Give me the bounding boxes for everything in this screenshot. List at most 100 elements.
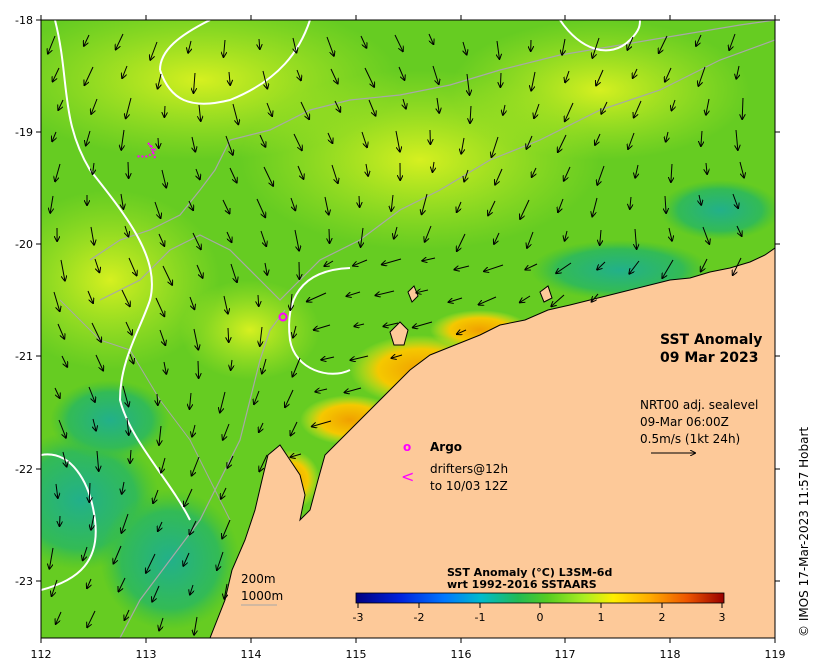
current-vector-arrow <box>564 166 571 181</box>
current-vector-arrow <box>736 129 738 150</box>
current-vector-arrow <box>127 417 129 435</box>
drifter-legend-label: drifters@12h <box>430 462 508 476</box>
current-vector-arrow <box>297 69 301 80</box>
current-vector-arrow <box>229 167 237 183</box>
current-vector-arrow <box>159 329 165 345</box>
colorbar-tick-label: 0 <box>537 611 544 624</box>
current-vector-arrow <box>526 135 533 149</box>
current-vector-arrow <box>190 520 197 535</box>
current-vector-arrow <box>300 101 309 119</box>
current-vector-arrow <box>592 293 599 302</box>
current-vector-arrow <box>669 227 672 241</box>
current-vector-arrow <box>391 194 393 211</box>
ssh-contour <box>288 267 351 375</box>
drifter-legend-period: to 10/03 12Z <box>430 479 508 493</box>
current-vector-arrow <box>736 225 742 236</box>
colorbar-tick-label: 3 <box>719 611 726 624</box>
current-vector-arrow <box>91 226 94 245</box>
current-vector-arrow <box>263 166 273 186</box>
current-vector-arrow <box>294 229 299 251</box>
current-vector-arrow <box>224 39 226 57</box>
current-vector-arrow <box>565 102 574 121</box>
current-vector-arrow <box>532 167 536 177</box>
current-vector-arrow <box>50 195 53 213</box>
current-vector-arrow <box>467 73 470 95</box>
current-vector-arrow <box>114 545 122 564</box>
x-axis: 112 113 114 115 116 117 118 119 <box>31 15 786 661</box>
current-vector-arrow <box>290 197 295 210</box>
map-field <box>41 20 775 638</box>
current-vector-arrow <box>121 193 123 209</box>
current-scale-label: 0.5m/s (1kt 24h) <box>640 432 740 446</box>
current-vector-arrow <box>437 97 439 113</box>
current-vector-arrow <box>91 322 101 342</box>
current-vector-arrow <box>121 129 124 150</box>
current-vector-arrow <box>159 617 164 630</box>
x-tick-label: 114 <box>241 648 262 661</box>
colorbar-subtitle: wrt 1992-2016 SSTAARS <box>447 578 597 591</box>
y-tick-label: -20 <box>15 238 33 251</box>
current-vector-arrow <box>158 521 162 531</box>
current-vector-arrow <box>394 34 403 51</box>
current-vector-arrow <box>228 327 229 342</box>
current-vector-arrow <box>732 193 738 208</box>
current-vector-arrow <box>293 133 302 150</box>
current-vector-arrow <box>329 228 330 243</box>
current-vector-arrow <box>130 449 131 463</box>
current-vector-arrow <box>293 37 296 53</box>
current-vector-arrow <box>158 137 159 148</box>
current-vector-arrow <box>314 324 331 330</box>
x-tick-label: 119 <box>765 648 786 661</box>
current-vector-arrow <box>222 519 231 538</box>
current-vector-arrow <box>154 201 161 218</box>
current-vector-arrow <box>492 136 499 157</box>
x-tick-label: 115 <box>346 648 367 661</box>
current-vector-arrow <box>57 323 64 339</box>
current-vector-arrow <box>558 198 564 212</box>
ssh-contour <box>159 20 311 105</box>
current-vector-arrow <box>702 226 709 244</box>
current-vector-arrow <box>256 198 265 217</box>
current-vector-arrow <box>351 355 369 360</box>
argo-float-marker <box>278 312 288 322</box>
imos-credit: © IMOS 17-Mar-2023 11:57 Hobart <box>797 427 811 637</box>
current-vector-arrow <box>327 132 332 143</box>
current-vector-arrow <box>297 165 304 179</box>
current-vector-arrow <box>464 169 468 181</box>
land-island <box>539 285 553 303</box>
current-vector-arrow <box>87 578 91 588</box>
isobath-shelf <box>119 309 286 638</box>
ssh-contour <box>559 20 641 52</box>
current-vector-arrow <box>596 69 604 86</box>
current-vector-arrow <box>87 290 93 303</box>
colorbar-tick-label: -2 <box>414 611 425 624</box>
current-vector-arrow <box>95 354 103 371</box>
current-vector-arrow <box>192 232 201 249</box>
current-vector-arrow <box>353 259 368 266</box>
colorbar-tick-label: 2 <box>659 611 666 624</box>
current-vector-arrow <box>153 489 159 503</box>
y-tick-label: -22 <box>15 463 33 476</box>
current-vector-arrow <box>428 33 433 44</box>
current-vector-arrow <box>551 294 565 306</box>
current-vector-arrow <box>223 423 230 440</box>
colorbar-tick-label: 1 <box>598 611 605 624</box>
current-vector-arrow <box>89 482 90 502</box>
current-vector-arrow <box>146 553 156 573</box>
current-vector-arrow <box>196 168 200 179</box>
current-vector-arrow <box>497 40 499 59</box>
current-vector-arrow <box>125 225 128 237</box>
current-vector-arrow <box>60 515 61 526</box>
current-vector-arrow <box>190 584 193 595</box>
x-tick-label: 113 <box>136 648 157 661</box>
current-vector-arrow <box>488 200 496 215</box>
current-vector-arrow <box>226 231 232 242</box>
current-vector-arrow <box>742 97 743 119</box>
land-island <box>389 321 409 346</box>
current-vector-arrow <box>736 65 739 79</box>
current-vector-arrow <box>565 230 567 241</box>
current-vector-arrow <box>217 551 224 570</box>
current-vector-arrow <box>601 101 608 114</box>
current-vector-arrow <box>152 585 160 602</box>
current-vector-arrow <box>254 390 260 404</box>
